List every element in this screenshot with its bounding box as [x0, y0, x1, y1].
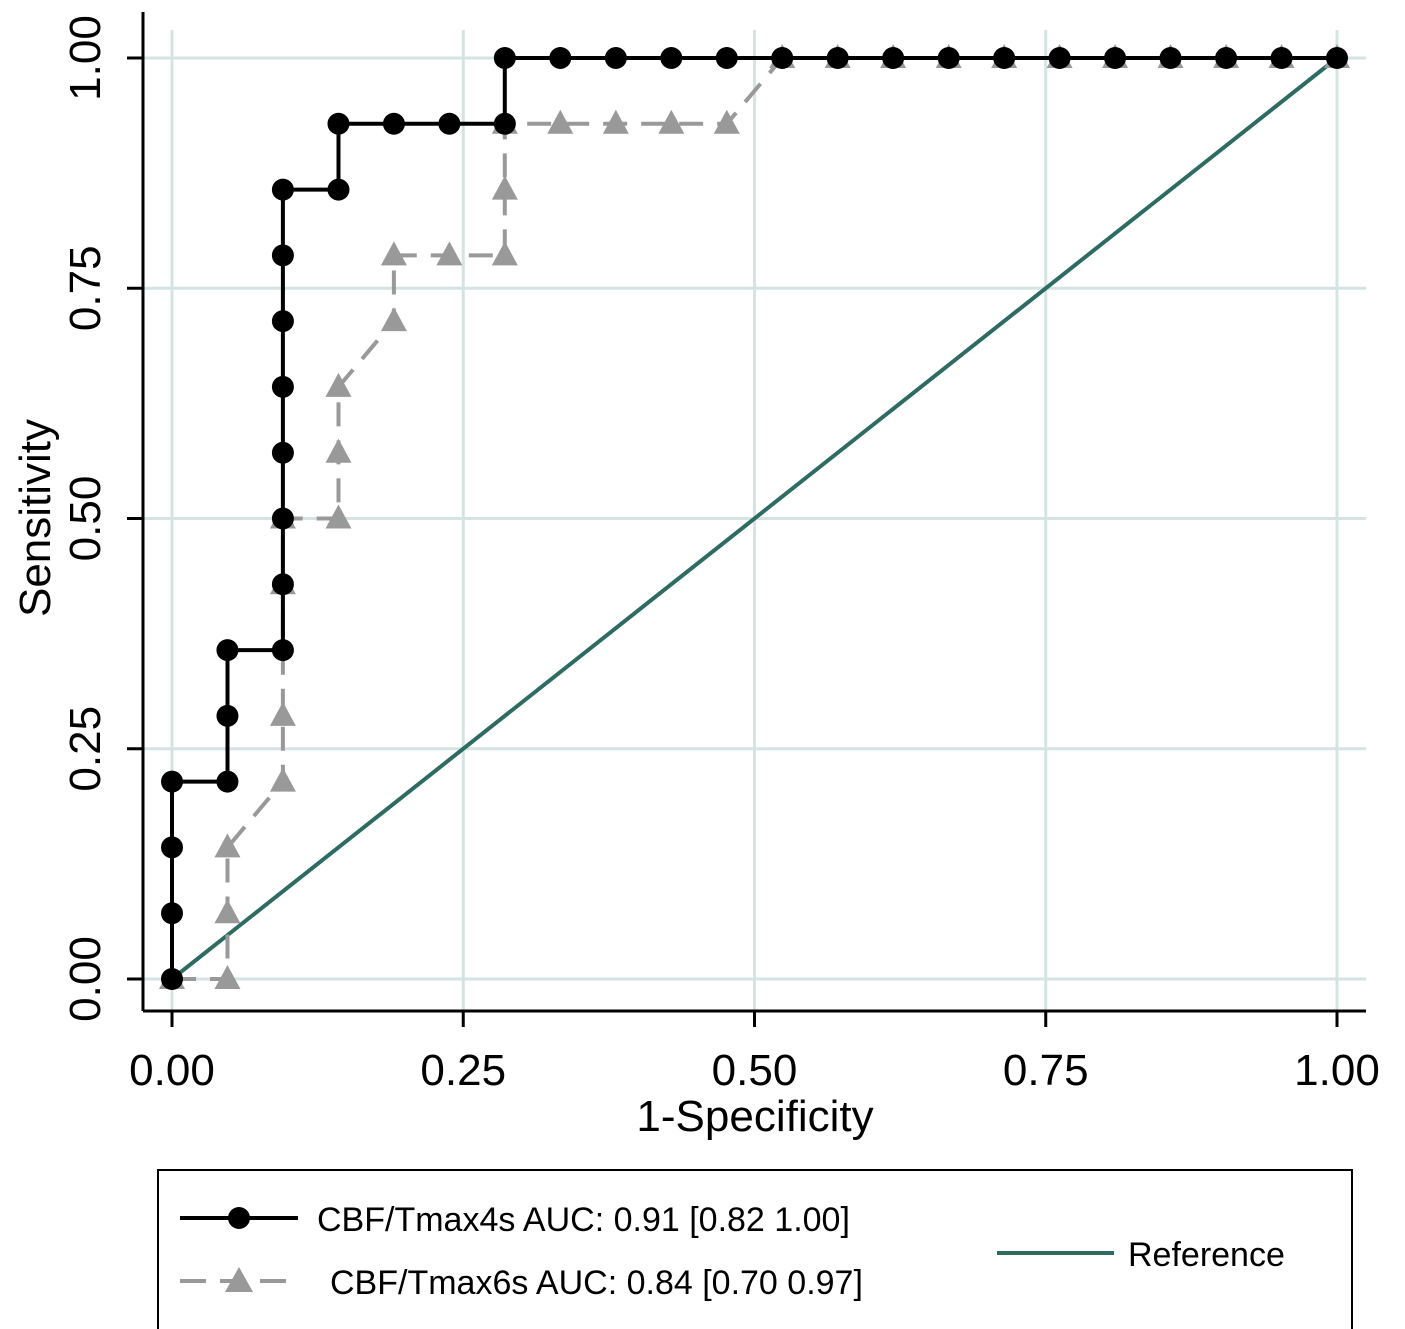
data-point-cbf-tmax6s	[547, 109, 574, 134]
data-point-cbf-tmax4s	[271, 375, 294, 398]
data-point-cbf-tmax4s	[882, 47, 905, 69]
x-tick-label: 0.75	[1003, 1046, 1089, 1095]
data-point-cbf-tmax6s	[491, 241, 518, 266]
data-point-cbf-tmax6s	[380, 307, 407, 332]
data-point-cbf-tmax4s	[271, 244, 294, 267]
data-point-cbf-tmax4s	[271, 310, 294, 333]
data-point-cbf-tmax4s	[493, 112, 516, 135]
data-point-cbf-tmax6s	[214, 965, 241, 989]
x-tick-label: 0.50	[712, 1046, 798, 1095]
legend-label-cbf-tmax4s: CBF/Tmax4s AUC: 0.91 [0.82 1.00]	[317, 1201, 850, 1239]
data-point-cbf-tmax4s	[216, 639, 239, 662]
data-point-cbf-tmax4s	[1104, 47, 1127, 69]
data-point-cbf-tmax4s	[161, 836, 183, 859]
data-point-cbf-tmax4s	[493, 47, 516, 69]
series-line-reference	[170, 56, 1339, 981]
legend-label-reference: Reference	[1128, 1236, 1285, 1274]
data-point-cbf-tmax4s	[1326, 47, 1348, 69]
y-tick-label: 0.00	[61, 936, 110, 1022]
data-point-cbf-tmax4s	[1270, 47, 1293, 69]
data-point-cbf-tmax4s	[771, 47, 794, 69]
data-point-cbf-tmax4s	[327, 178, 350, 201]
data-point-cbf-tmax6s	[214, 833, 241, 858]
data-point-cbf-tmax6s	[491, 175, 518, 200]
data-point-cbf-tmax4s	[937, 47, 960, 69]
x-tick-label: 0.00	[129, 1046, 215, 1095]
data-point-cbf-tmax4s	[271, 573, 294, 596]
y-tick-label: 0.75	[61, 245, 110, 331]
data-point-cbf-tmax4s	[1048, 47, 1071, 69]
legend-marker-cbf-tmax6s	[225, 1267, 253, 1292]
data-point-cbf-tmax6s	[658, 109, 685, 134]
data-point-cbf-tmax6s	[713, 109, 740, 134]
data-point-cbf-tmax4s	[161, 968, 183, 990]
data-point-cbf-tmax6s	[436, 241, 463, 266]
data-point-cbf-tmax4s	[161, 770, 183, 793]
data-point-cbf-tmax4s	[1215, 47, 1238, 69]
data-point-cbf-tmax4s	[327, 112, 350, 135]
data-point-cbf-tmax6s	[325, 438, 352, 463]
y-axis-title: Sensitivity	[11, 419, 60, 617]
data-point-cbf-tmax4s	[271, 178, 294, 201]
data-point-cbf-tmax4s	[216, 770, 239, 793]
series-reference	[170, 56, 1339, 981]
y-axis-ticks: 0.00 0.25 0.50 0.75 1.00	[61, 15, 143, 1022]
y-tick-label: 0.50	[61, 476, 110, 562]
data-point-cbf-tmax4s	[382, 112, 405, 135]
data-point-cbf-tmax6s	[325, 372, 352, 397]
data-point-cbf-tmax4s	[271, 507, 294, 530]
y-tick-label: 1.00	[61, 15, 110, 101]
legend-marker-cbf-tmax4s	[228, 1207, 250, 1229]
data-point-cbf-tmax4s	[161, 902, 183, 925]
x-tick-label: 0.25	[420, 1046, 506, 1095]
legend-box	[157, 1169, 1353, 1329]
data-point-cbf-tmax6s	[602, 109, 629, 134]
data-point-cbf-tmax6s	[325, 504, 352, 529]
data-point-cbf-tmax4s	[549, 47, 572, 69]
data-point-cbf-tmax4s	[660, 47, 683, 69]
series-layer	[159, 44, 1350, 990]
data-point-cbf-tmax4s	[271, 441, 294, 464]
data-point-cbf-tmax4s	[826, 47, 849, 69]
data-point-cbf-tmax6s	[269, 701, 296, 726]
data-point-cbf-tmax4s	[604, 47, 627, 69]
y-tick-label: 0.25	[61, 706, 110, 792]
legend: CBF/Tmax4s AUC: 0.91 [0.82 1.00] CBF/Tma…	[157, 1169, 1353, 1329]
data-point-cbf-tmax4s	[715, 47, 738, 69]
legend-label-cbf-tmax6s: CBF/Tmax6s AUC: 0.84 [0.70 0.97]	[330, 1264, 863, 1302]
series-cbf-tmax4s	[161, 47, 1348, 990]
data-point-cbf-tmax4s	[216, 704, 239, 727]
x-axis-ticks: 0.00 0.25 0.50 0.75 1.00	[129, 1011, 1380, 1095]
data-point-cbf-tmax6s	[380, 241, 407, 266]
data-point-cbf-tmax4s	[993, 47, 1016, 69]
x-axis-title: 1-Specificity	[636, 1092, 873, 1141]
data-point-cbf-tmax6s	[214, 899, 241, 924]
data-point-cbf-tmax6s	[269, 767, 296, 792]
data-point-cbf-tmax4s	[271, 639, 294, 662]
data-point-cbf-tmax4s	[438, 112, 461, 135]
x-tick-label: 1.00	[1294, 1046, 1380, 1095]
data-point-cbf-tmax4s	[1159, 47, 1182, 69]
